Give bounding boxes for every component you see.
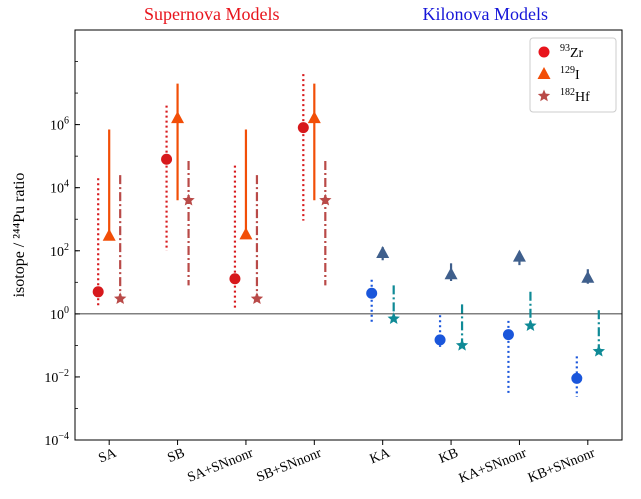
point-hf [114, 292, 127, 305]
y-tick-label: 102 [50, 242, 69, 260]
point-zr [571, 372, 583, 384]
point-hf [592, 344, 605, 357]
y-tick-label: 100 [50, 305, 69, 323]
point-zr [229, 273, 241, 285]
y-axis-label: isotope / ²⁴⁴Pu ratio [11, 173, 28, 298]
point-zr [502, 329, 514, 341]
legend-label: 93Zr [560, 43, 584, 61]
point-zr [366, 287, 378, 299]
data-marks [92, 74, 605, 398]
point-hf [387, 312, 400, 324]
x-tick-label: SB+SNnonr [255, 446, 325, 486]
point-i [376, 245, 390, 258]
legend-label: 129I [560, 65, 580, 83]
y-tick-label: 104 [50, 179, 69, 197]
legend-label: 182Hf [560, 87, 590, 105]
point-zr [434, 334, 446, 346]
point-hf [455, 338, 469, 351]
point-zr [92, 286, 104, 298]
group-titles: Supernova Models Kilonova Models [144, 4, 548, 24]
y-axis: 10−4 10−2 100 102 104 106 [44, 29, 80, 449]
x-tick-label: KA [368, 445, 393, 467]
y-tick-label: 10−4 [44, 431, 69, 449]
point-i [102, 228, 116, 241]
point-zr [297, 122, 309, 134]
legend-box [529, 37, 617, 113]
point-hf [524, 319, 537, 331]
group-title: Supernova Models [144, 4, 279, 24]
legend-marker [538, 46, 550, 58]
point-i [581, 270, 595, 283]
point-hf [250, 292, 264, 305]
point-hf [182, 193, 195, 206]
point-i [512, 249, 526, 262]
plot-frame [74, 29, 623, 441]
x-tick-label: KB [437, 446, 461, 467]
group-title: Kilonova Models [423, 4, 549, 24]
point-hf [319, 193, 332, 206]
legend-marker [537, 89, 551, 102]
point-i [171, 111, 185, 124]
point-i [307, 111, 321, 124]
x-tick-label: KA+SNnonr [457, 446, 529, 487]
legend: 93Zr 129I 182Hf [529, 37, 617, 113]
x-tick-label: KB+SNnonr [526, 446, 598, 487]
legend-marker [537, 67, 551, 79]
point-zr [161, 153, 173, 165]
x-tick-label: SB [166, 446, 187, 466]
y-tick-label: 106 [50, 116, 69, 134]
x-tick-label: SA [96, 445, 119, 466]
x-tick-label: SA+SNnonr [186, 446, 256, 486]
point-i [239, 227, 253, 240]
point-i [444, 267, 458, 280]
y-tick-label: 10−2 [44, 368, 69, 386]
